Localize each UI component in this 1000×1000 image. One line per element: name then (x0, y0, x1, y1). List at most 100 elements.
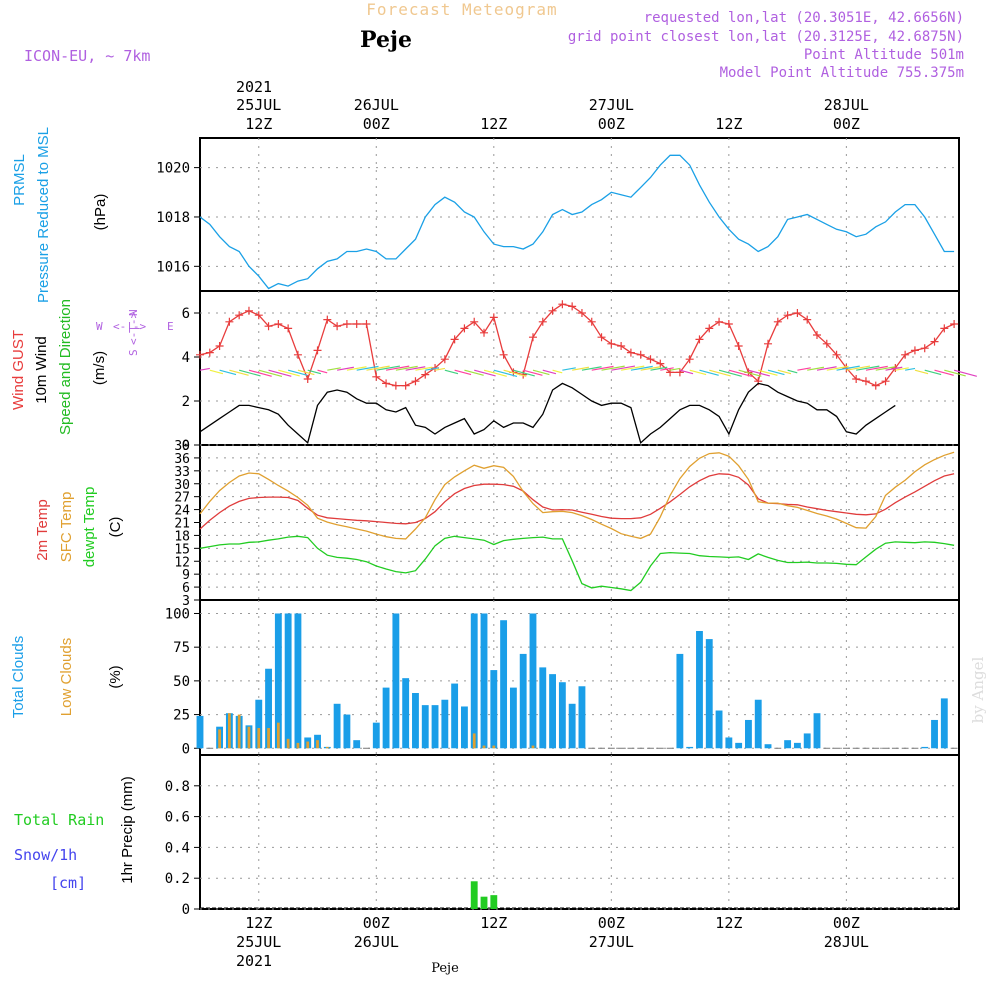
compass-we-arrow: <-|-> (113, 320, 146, 333)
y-tick-label: 15 (174, 542, 190, 557)
total-rain-label: Total Rain (14, 811, 104, 829)
gust-point-marker (607, 339, 616, 348)
total-cloud-label-group: Total Clouds (10, 636, 27, 719)
bottom-hour-label: 00Z (363, 914, 390, 932)
gust-point-marker (284, 324, 293, 333)
wind-arrow (777, 369, 792, 375)
bottom-date-label: 28JUL (824, 933, 869, 951)
total-cloud-bar (196, 715, 204, 749)
y-tick-label: 4 (182, 350, 190, 366)
bottom-hour-label: 12Z (715, 914, 742, 932)
wind-arrow (199, 367, 210, 371)
total-cloud-bar (686, 746, 694, 749)
y-tick-label: 0 (182, 741, 190, 757)
compass-east: E (167, 320, 174, 333)
sfc-temp-line (199, 451, 955, 540)
total-cloud-bar (764, 744, 772, 749)
gust-point-marker (303, 375, 312, 383)
gust-point-marker (803, 315, 812, 324)
gust-point-marker (196, 350, 204, 359)
wind-arrow (660, 367, 674, 371)
temp-unit-group: (C) (107, 517, 124, 538)
total-cloud-bar (549, 674, 556, 749)
pressure-line (199, 154, 955, 290)
wind-arrow (503, 369, 527, 377)
footer-location: Peje (431, 961, 459, 976)
point-altitude: Point Altitude 501m (804, 47, 964, 63)
top-date-label: 26JUL (354, 96, 399, 114)
gust-point-marker (930, 337, 939, 346)
y-tick-label: 12 (174, 555, 190, 570)
wind-arrow (728, 369, 753, 377)
gust-point-marker (568, 302, 577, 311)
gust-point-marker (499, 350, 508, 359)
wind-arrow (209, 369, 224, 375)
gust-point-marker (244, 306, 253, 315)
wind-arrow (493, 369, 518, 377)
wind-arrow (337, 366, 354, 371)
wind-arrow (513, 369, 535, 377)
wind-arrow (258, 369, 283, 377)
total-cloud-bar (372, 722, 380, 749)
total-cloud-bar (931, 719, 938, 749)
total-cloud-bar (294, 613, 302, 749)
dewpt-temp-line (199, 535, 955, 592)
low-cloud-bar (237, 714, 241, 749)
total-cloud-bar (255, 699, 263, 749)
y-tick-label: 1020 (156, 161, 190, 177)
gust-point-marker (626, 348, 635, 357)
bottom-hour-label: 12Z (245, 914, 272, 932)
gust-point-marker (401, 381, 410, 390)
y-tick-label: 0.6 (165, 810, 190, 826)
temp-unit: (C) (107, 517, 124, 538)
wind-arrow (787, 369, 798, 374)
gust-point-marker (372, 372, 381, 381)
low-cloud-bar (218, 729, 221, 749)
gust-point-marker (254, 311, 263, 320)
total-cloud-bar (725, 737, 733, 749)
top-date-label: 25JUL (236, 96, 281, 114)
y-tick-label: 25 (173, 708, 190, 724)
sfc-temp-label: SFC Temp (58, 492, 75, 563)
compass-ns-arrow: <-|-> (127, 312, 140, 345)
wind-arrow (846, 365, 871, 371)
wind-arrow (287, 369, 308, 376)
total-cloud-bar (696, 631, 703, 749)
location-name: Peje (360, 27, 412, 53)
low-cloud-bar (316, 740, 319, 749)
total-cloud-bar (274, 613, 282, 749)
gust-point-marker (901, 350, 910, 359)
wind-arrow (885, 366, 903, 371)
wind-arrow (581, 366, 602, 371)
y-tick-label: 30 (174, 478, 190, 493)
requested-coords: requested lon,lat (20.3051E, 42.6656N) (644, 10, 964, 26)
temp2m-label-group: 2m Temp (34, 499, 51, 560)
wind-arrow (532, 369, 550, 376)
cloud-unit: (%) (107, 665, 124, 688)
pressure-unit-group: (hPa) (92, 194, 109, 231)
top-hour-label: 12Z (245, 115, 272, 133)
wind-arrow (464, 369, 484, 376)
wind-arrow (699, 369, 719, 376)
low-cloud-bar (325, 746, 329, 749)
gust-point-marker (411, 377, 420, 386)
gust-point-marker (597, 333, 606, 342)
wind-arrow (395, 365, 418, 371)
top-hour-label: 12Z (480, 115, 507, 133)
y-tick-label: 27 (174, 491, 190, 506)
compass-west: W (96, 320, 103, 333)
gust-point-marker (489, 313, 498, 322)
gust-point-marker (587, 317, 596, 326)
bottom-year: 2021 (236, 952, 272, 970)
rain-bar (470, 881, 478, 909)
wind-arrow (709, 369, 731, 377)
wind-arrow (679, 369, 694, 375)
y-tick-label: 0 (182, 438, 190, 454)
gust-point-marker (362, 320, 371, 328)
total-cloud-bar (578, 686, 586, 749)
low-cloud-bar (296, 742, 300, 749)
model-label: ICON-EU, ~ 7km (24, 47, 150, 65)
total-cloud-bar (500, 620, 508, 749)
wind-arrow (621, 365, 645, 371)
